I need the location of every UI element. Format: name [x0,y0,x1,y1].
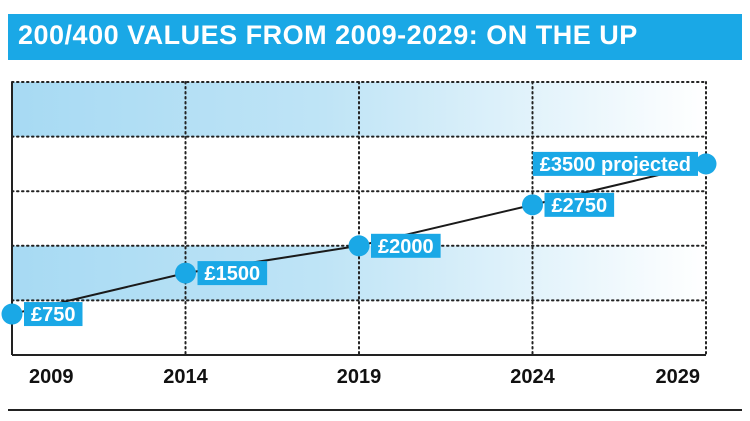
data-label-text-2029: £3500 projected [540,154,691,176]
data-label-2024: £2750 [544,192,615,217]
data-label-text-2014: £1500 [205,263,261,285]
data-label-2019: £2000 [371,233,441,258]
data-label-2009: £750 [24,302,83,327]
x-tick-label-2009: 2009 [29,366,74,388]
x-tick-label-2014: 2014 [163,366,208,388]
data-label-box-2029 [532,151,698,176]
data-label-box-2014 [197,261,268,286]
data-label-box-2009 [24,302,83,327]
data-point-2024 [522,194,543,216]
bottom-rule [8,409,742,411]
data-label-text-2024: £2750 [552,195,608,217]
data-label-box-2024 [544,192,615,217]
data-label-2014: £1500 [197,261,268,286]
data-label-text-2019: £2000 [378,236,434,258]
x-tick-label-2024: 2024 [510,366,555,388]
data-point-2029 [695,153,717,175]
x-tick-label-2019: 2019 [337,366,382,388]
data-point-2014 [175,262,196,284]
title-bar: 200/400 VALUES FROM 2009-2029: ON THE UP [8,14,742,60]
data-label-text-2009: £750 [31,304,76,326]
data-point-2019 [348,235,370,257]
data-point-2009 [1,303,23,325]
x-tick-label-2029: 2029 [656,366,701,388]
chart-title: 200/400 VALUES FROM 2009-2029: ON THE UP [18,20,638,50]
data-label-box-2019 [371,233,441,258]
data-label-2029: £3500 projected [532,151,698,176]
